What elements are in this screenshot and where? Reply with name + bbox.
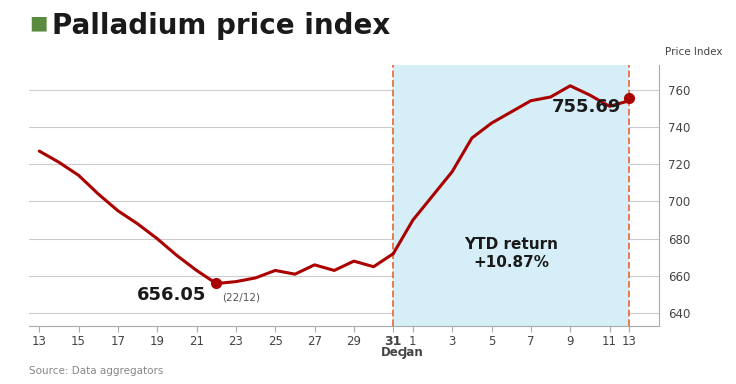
Text: Source: Data aggregators: Source: Data aggregators	[29, 366, 164, 376]
Text: Palladium price index: Palladium price index	[52, 12, 390, 40]
Text: ■: ■	[29, 13, 48, 32]
Text: (22/12): (22/12)	[222, 292, 260, 302]
Text: 755.69: 755.69	[552, 98, 621, 116]
Text: Price Index: Price Index	[665, 48, 723, 58]
Bar	[393, 65, 629, 326]
Text: Dec: Dec	[381, 346, 406, 359]
Text: IBT.: IBT.	[676, 360, 701, 373]
Text: Jan: Jan	[403, 346, 423, 359]
Text: YTD return
+10.87%: YTD return +10.87%	[464, 237, 558, 270]
Text: 656.05: 656.05	[137, 286, 206, 304]
